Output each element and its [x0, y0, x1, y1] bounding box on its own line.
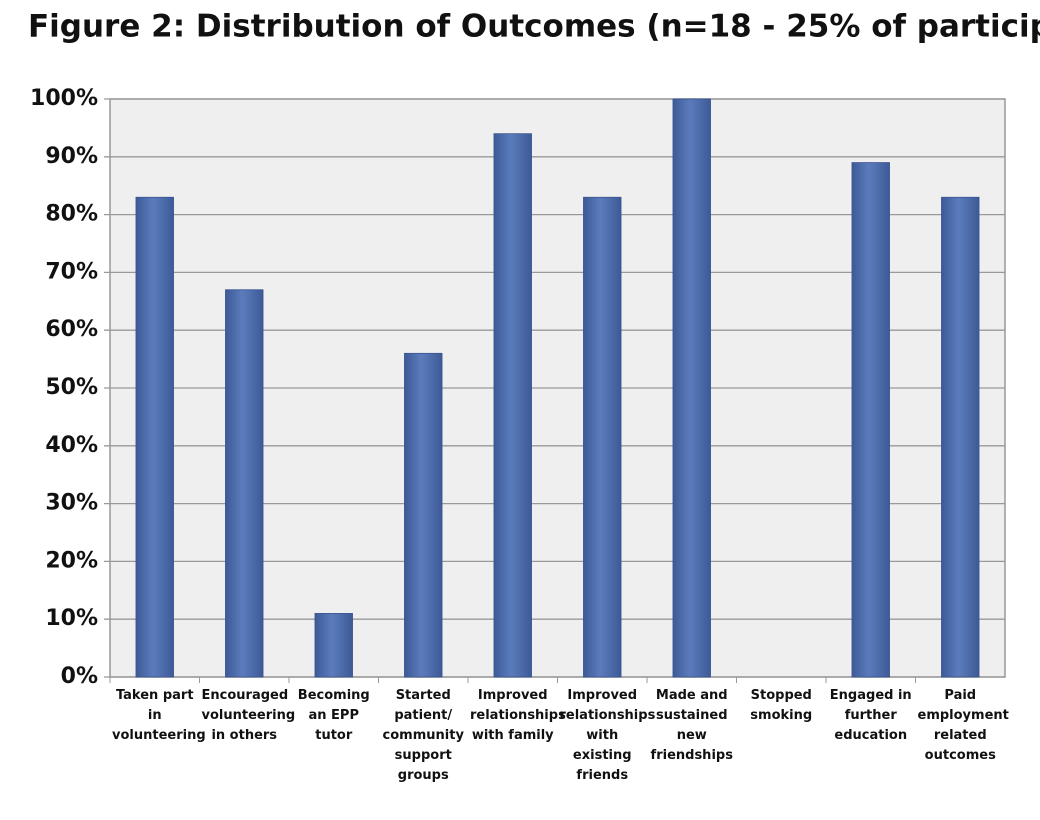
y-tick-label: 40%: [45, 433, 98, 458]
bar: [225, 289, 264, 678]
x-tick-label: Becoming an EPP tutor: [297, 688, 370, 743]
bar: [493, 133, 532, 678]
x-tick-label: Stopped smoking: [750, 688, 813, 723]
chart-title: Figure 2: Distribution of Outcomes (n=18…: [28, 9, 1040, 45]
y-tick-label: 60%: [45, 317, 98, 342]
x-tick-label: Engaged in further education: [829, 688, 912, 743]
y-tick-label: 90%: [45, 144, 98, 169]
x-tick-label: Made and sustained new friendships: [650, 688, 733, 763]
y-tick-label: 80%: [45, 202, 98, 227]
bar: [583, 196, 622, 678]
y-tick-label: 30%: [45, 491, 98, 516]
bar: [135, 196, 174, 678]
y-tick-label: 70%: [45, 259, 98, 284]
x-tick-label: Taken part in volunteering: [112, 688, 206, 743]
x-tick-label: Started patient/ community support group…: [382, 688, 464, 783]
y-tick-label: 100%: [30, 86, 98, 111]
bar: [672, 98, 711, 678]
y-tick-label: 20%: [45, 548, 98, 573]
x-tick-label: Encouraged volunteering in others: [201, 688, 296, 743]
x-tick-label: Paid employment related outcomes: [917, 688, 1009, 763]
bar: [851, 162, 890, 678]
y-tick-label: 0%: [61, 664, 98, 689]
bar: [941, 196, 980, 678]
x-tick-label: Improved relationships with existing fri…: [559, 688, 656, 783]
y-tick-label: 50%: [45, 375, 98, 400]
y-tick-label: 10%: [45, 606, 98, 631]
bar: [314, 613, 353, 678]
x-tick-label: Improved relationships with family: [470, 688, 566, 743]
bar: [404, 352, 443, 678]
